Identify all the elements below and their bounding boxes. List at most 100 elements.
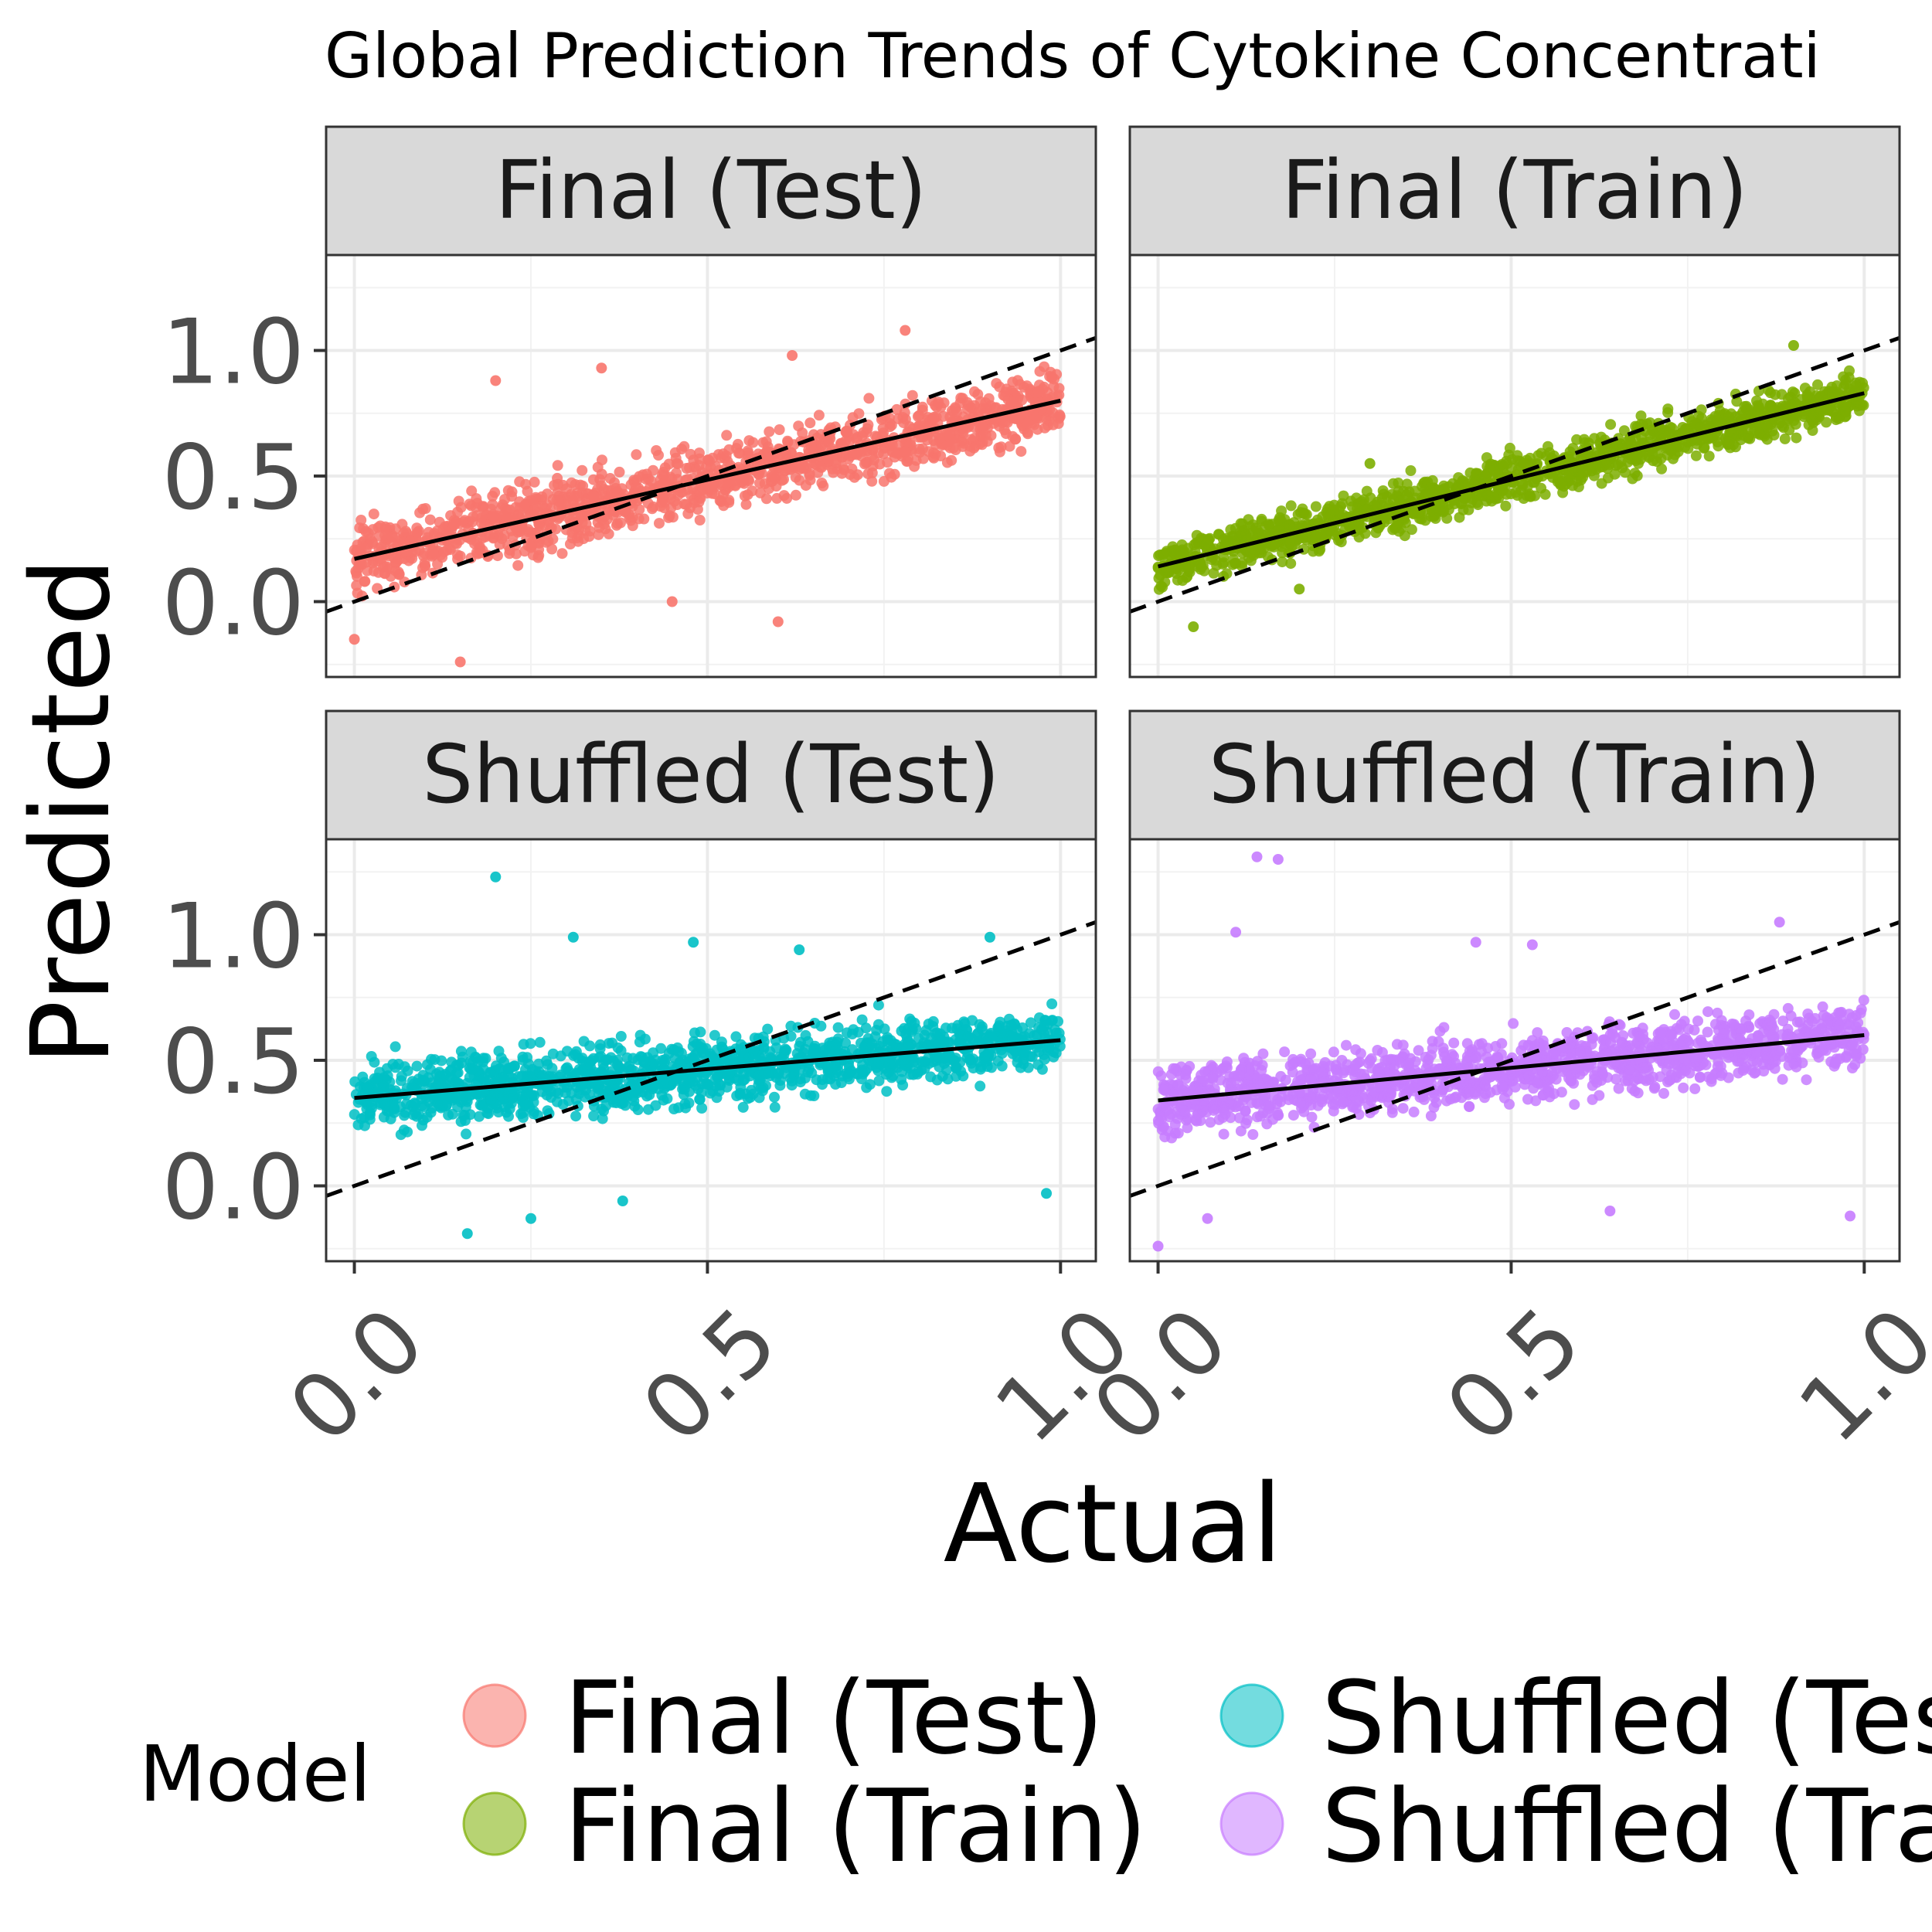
data-point: [769, 1091, 780, 1103]
data-point: [596, 362, 607, 374]
data-point: [956, 435, 967, 446]
data-point: [466, 485, 478, 497]
data-point: [1765, 387, 1776, 399]
data-point: [1774, 417, 1785, 429]
data-point: [1579, 437, 1590, 448]
data-point: [1247, 1129, 1259, 1140]
data-point: [615, 517, 626, 529]
data-point: [1323, 524, 1335, 536]
data-point: [424, 514, 436, 526]
data-point: [417, 1120, 427, 1131]
data-point: [683, 1097, 695, 1109]
data-point: [920, 1025, 932, 1036]
data-point: [996, 1060, 1008, 1072]
facet-strip-label: Shuffled (Train): [1209, 727, 1821, 821]
data-point: [760, 493, 772, 505]
data-point: [1826, 381, 1838, 393]
data-point: [973, 1036, 985, 1047]
data-point: [1807, 415, 1818, 427]
data-point: [1263, 519, 1274, 530]
data-point: [490, 375, 502, 386]
data-point: [1580, 466, 1592, 478]
data-point: [585, 1078, 597, 1090]
data-point: [864, 1079, 876, 1090]
data-point: [1294, 583, 1305, 595]
data-point: [663, 512, 675, 523]
data-point: [925, 1071, 937, 1083]
fit-line: [354, 399, 1061, 561]
data-point: [1218, 1128, 1230, 1140]
data-point: [433, 1077, 444, 1089]
data-point: [561, 483, 573, 495]
data-point: [1612, 459, 1624, 471]
data-point: [1438, 1022, 1450, 1033]
data-point: [389, 1041, 401, 1053]
scatter-points: [349, 325, 1066, 668]
data-point: [808, 1090, 820, 1101]
data-point: [512, 560, 524, 571]
data-point: [1351, 492, 1362, 504]
data-point: [494, 539, 505, 550]
data-point: [1010, 434, 1022, 445]
data-point: [622, 1090, 634, 1101]
data-point: [1605, 419, 1617, 430]
data-point: [517, 1095, 529, 1107]
data-point: [883, 412, 895, 423]
data-point: [1153, 583, 1165, 595]
data-point: [974, 1019, 985, 1030]
data-point: [594, 1039, 606, 1050]
data-point: [963, 400, 974, 411]
data-point: [1208, 567, 1219, 579]
data-point: [1235, 526, 1247, 538]
data-point: [935, 451, 947, 461]
data-point: [1524, 490, 1536, 502]
data-point: [549, 480, 560, 491]
data-point: [1188, 621, 1199, 632]
data-point: [993, 1020, 1005, 1032]
data-point: [453, 1077, 464, 1089]
data-point: [1707, 432, 1719, 444]
data-point: [419, 557, 430, 569]
data-point: [525, 541, 536, 553]
data-point: [753, 468, 764, 480]
data-point: [1631, 450, 1643, 461]
data-point: [634, 504, 645, 515]
data-point: [712, 1071, 723, 1083]
data-point: [537, 1070, 548, 1082]
data-point: [614, 466, 625, 478]
data-point: [1464, 1100, 1475, 1112]
data-point: [570, 1111, 582, 1122]
data-point: [406, 1076, 418, 1087]
data-point: [1807, 425, 1818, 436]
data-point: [747, 437, 759, 448]
data-point: [1376, 492, 1388, 504]
data-point: [904, 1013, 916, 1025]
data-point: [1682, 443, 1694, 454]
data-point: [1702, 1026, 1713, 1038]
data-point: [1637, 419, 1648, 430]
data-point: [709, 1029, 720, 1041]
data-point: [769, 1101, 781, 1113]
facet-strip: [325, 125, 1097, 257]
data-point: [694, 515, 706, 526]
data-point: [1481, 452, 1492, 464]
data-point: [696, 1103, 708, 1114]
data-point: [1761, 434, 1773, 445]
data-point: [1245, 545, 1257, 556]
data-point: [1815, 390, 1826, 402]
data-point: [975, 1080, 986, 1092]
data-point: [981, 1061, 993, 1072]
data-point: [1359, 528, 1371, 539]
data-point: [1658, 1087, 1669, 1099]
data-point: [650, 1100, 662, 1111]
data-point: [1508, 1018, 1519, 1029]
data-point: [1015, 1062, 1026, 1073]
data-point: [352, 1119, 364, 1131]
data-point: [694, 486, 706, 498]
data-point: [786, 1075, 798, 1087]
data-point: [1500, 500, 1512, 512]
data-point: [899, 1022, 910, 1034]
data-point: [448, 519, 460, 531]
data-point: [772, 616, 784, 628]
data-point: [1552, 476, 1563, 488]
